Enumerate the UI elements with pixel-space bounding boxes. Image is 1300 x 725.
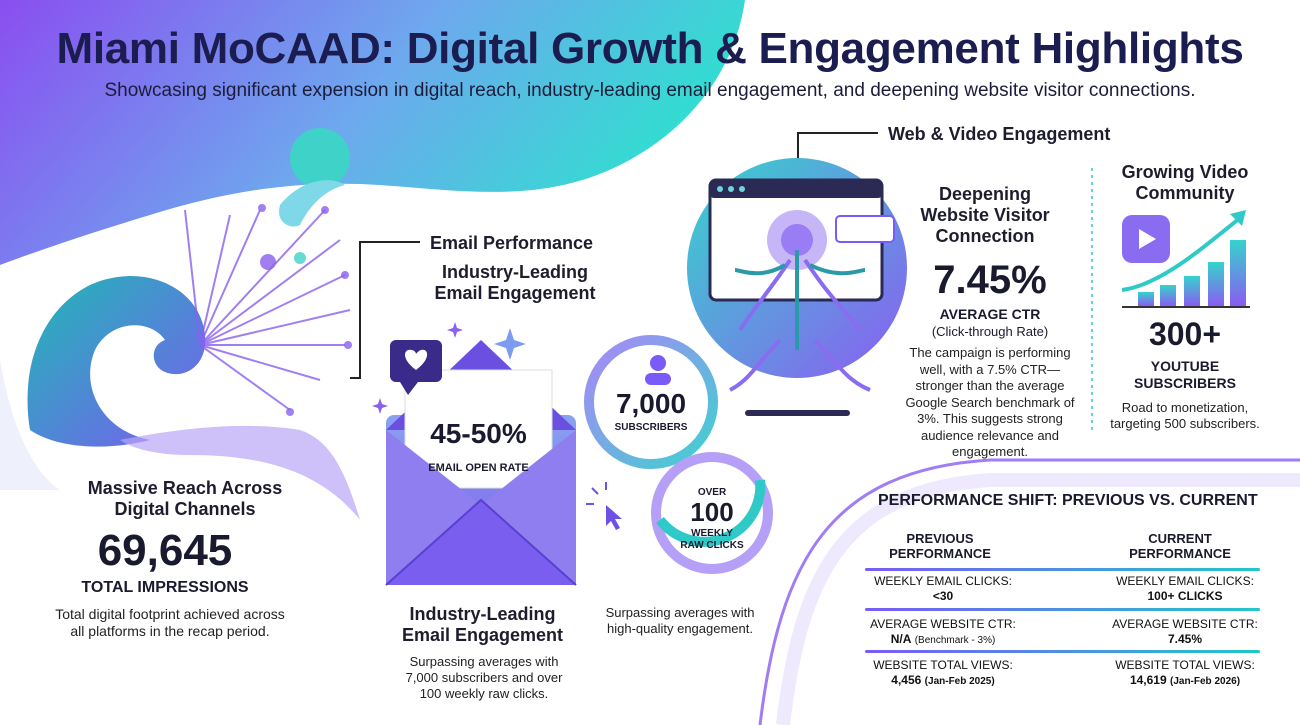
user-icon-graphic (645, 355, 671, 385)
table-divider (865, 650, 1260, 653)
table-row-2-curr: AVERAGE WEBSITE CTR: 7.45% (1112, 617, 1258, 646)
video-value: 300+ (1148, 316, 1222, 352)
current-header: CURRENT PERFORMANCE (1129, 531, 1231, 561)
table-row-2-prev: AVERAGE WEBSITE CTR: N/A (Benchmark - 3%… (870, 617, 1016, 646)
table-divider (865, 608, 1260, 611)
wave-graphic (27, 128, 360, 520)
clicks-label: WEEKLY RAW CLICKS (680, 528, 744, 551)
table-row-3-curr: WEBSITE TOTAL VIEWS: 14,619 (Jan-Feb 202… (1115, 658, 1255, 687)
web-heading: Deepening Website Visitor Connection (920, 184, 1050, 246)
clicks-description: Surpassing averages with high-quality en… (605, 605, 755, 636)
ctr-sub: (Click-through Rate) (931, 324, 1049, 339)
table-divider (865, 568, 1260, 571)
reach-value: 69,645 (97, 526, 233, 575)
clicks-value: 100 (690, 497, 734, 527)
video-heading: Growing Video Community (1121, 162, 1249, 203)
page-title: Miami MoCAAD: Digital Growth & Engagemen… (56, 24, 1244, 73)
email-top-heading: Industry-Leading Email Engagement (434, 262, 596, 303)
reach-heading: Massive Reach Across Digital Channels (87, 478, 283, 519)
video-description: Road to monetization, targeting 500 subs… (1110, 400, 1260, 431)
web-section-label: Web & Video Engagement (888, 124, 1111, 144)
open-rate-value: 45-50% (430, 418, 527, 449)
video-chart-graphic (1121, 210, 1250, 308)
table-row-3-prev: WEBSITE TOTAL VIEWS: 4,456 (Jan-Feb 2025… (873, 658, 1013, 687)
tree-roots (729, 250, 871, 392)
reach-description: Total digital footprint achieved across … (55, 606, 285, 639)
table-row-1-curr: WEEKLY EMAIL CLICKS: 100+ CLICKS (1116, 574, 1254, 603)
web-description: The campaign is performing well, with a … (905, 345, 1075, 459)
envelope-graphic (385, 340, 577, 586)
ctr-label: AVERAGE CTR (939, 306, 1041, 322)
table-row-1-prev: WEEKLY EMAIL CLICKS: <30 (874, 574, 1012, 603)
video-label: YOUTUBE SUBSCRIBERS (1134, 358, 1236, 391)
radiating-lines (184, 209, 351, 411)
ctr-value: 7.45% (933, 258, 1047, 302)
performance-title: PERFORMANCE SHIFT: PREVIOUS VS. CURRENT (878, 492, 1258, 509)
reach-label: TOTAL IMPRESSIONS (81, 579, 249, 596)
open-rate-label: EMAIL OPEN RATE (428, 462, 529, 474)
page-subtitle: Showcasing significant expension in digi… (104, 80, 1196, 101)
subscribers-value: 7,000 (615, 388, 687, 419)
email-bottom-heading: Industry-Leading Email Engagement (401, 604, 564, 645)
subscribers-label: SUBSCRIBERS (614, 422, 688, 433)
clicks-prefix: OVER (697, 487, 727, 498)
email-bottom-description: Surpassing averages with 7,000 subscribe… (405, 654, 563, 701)
email-section-label: Email Performance (430, 233, 594, 253)
previous-header: PREVIOUS PERFORMANCE (889, 531, 991, 561)
